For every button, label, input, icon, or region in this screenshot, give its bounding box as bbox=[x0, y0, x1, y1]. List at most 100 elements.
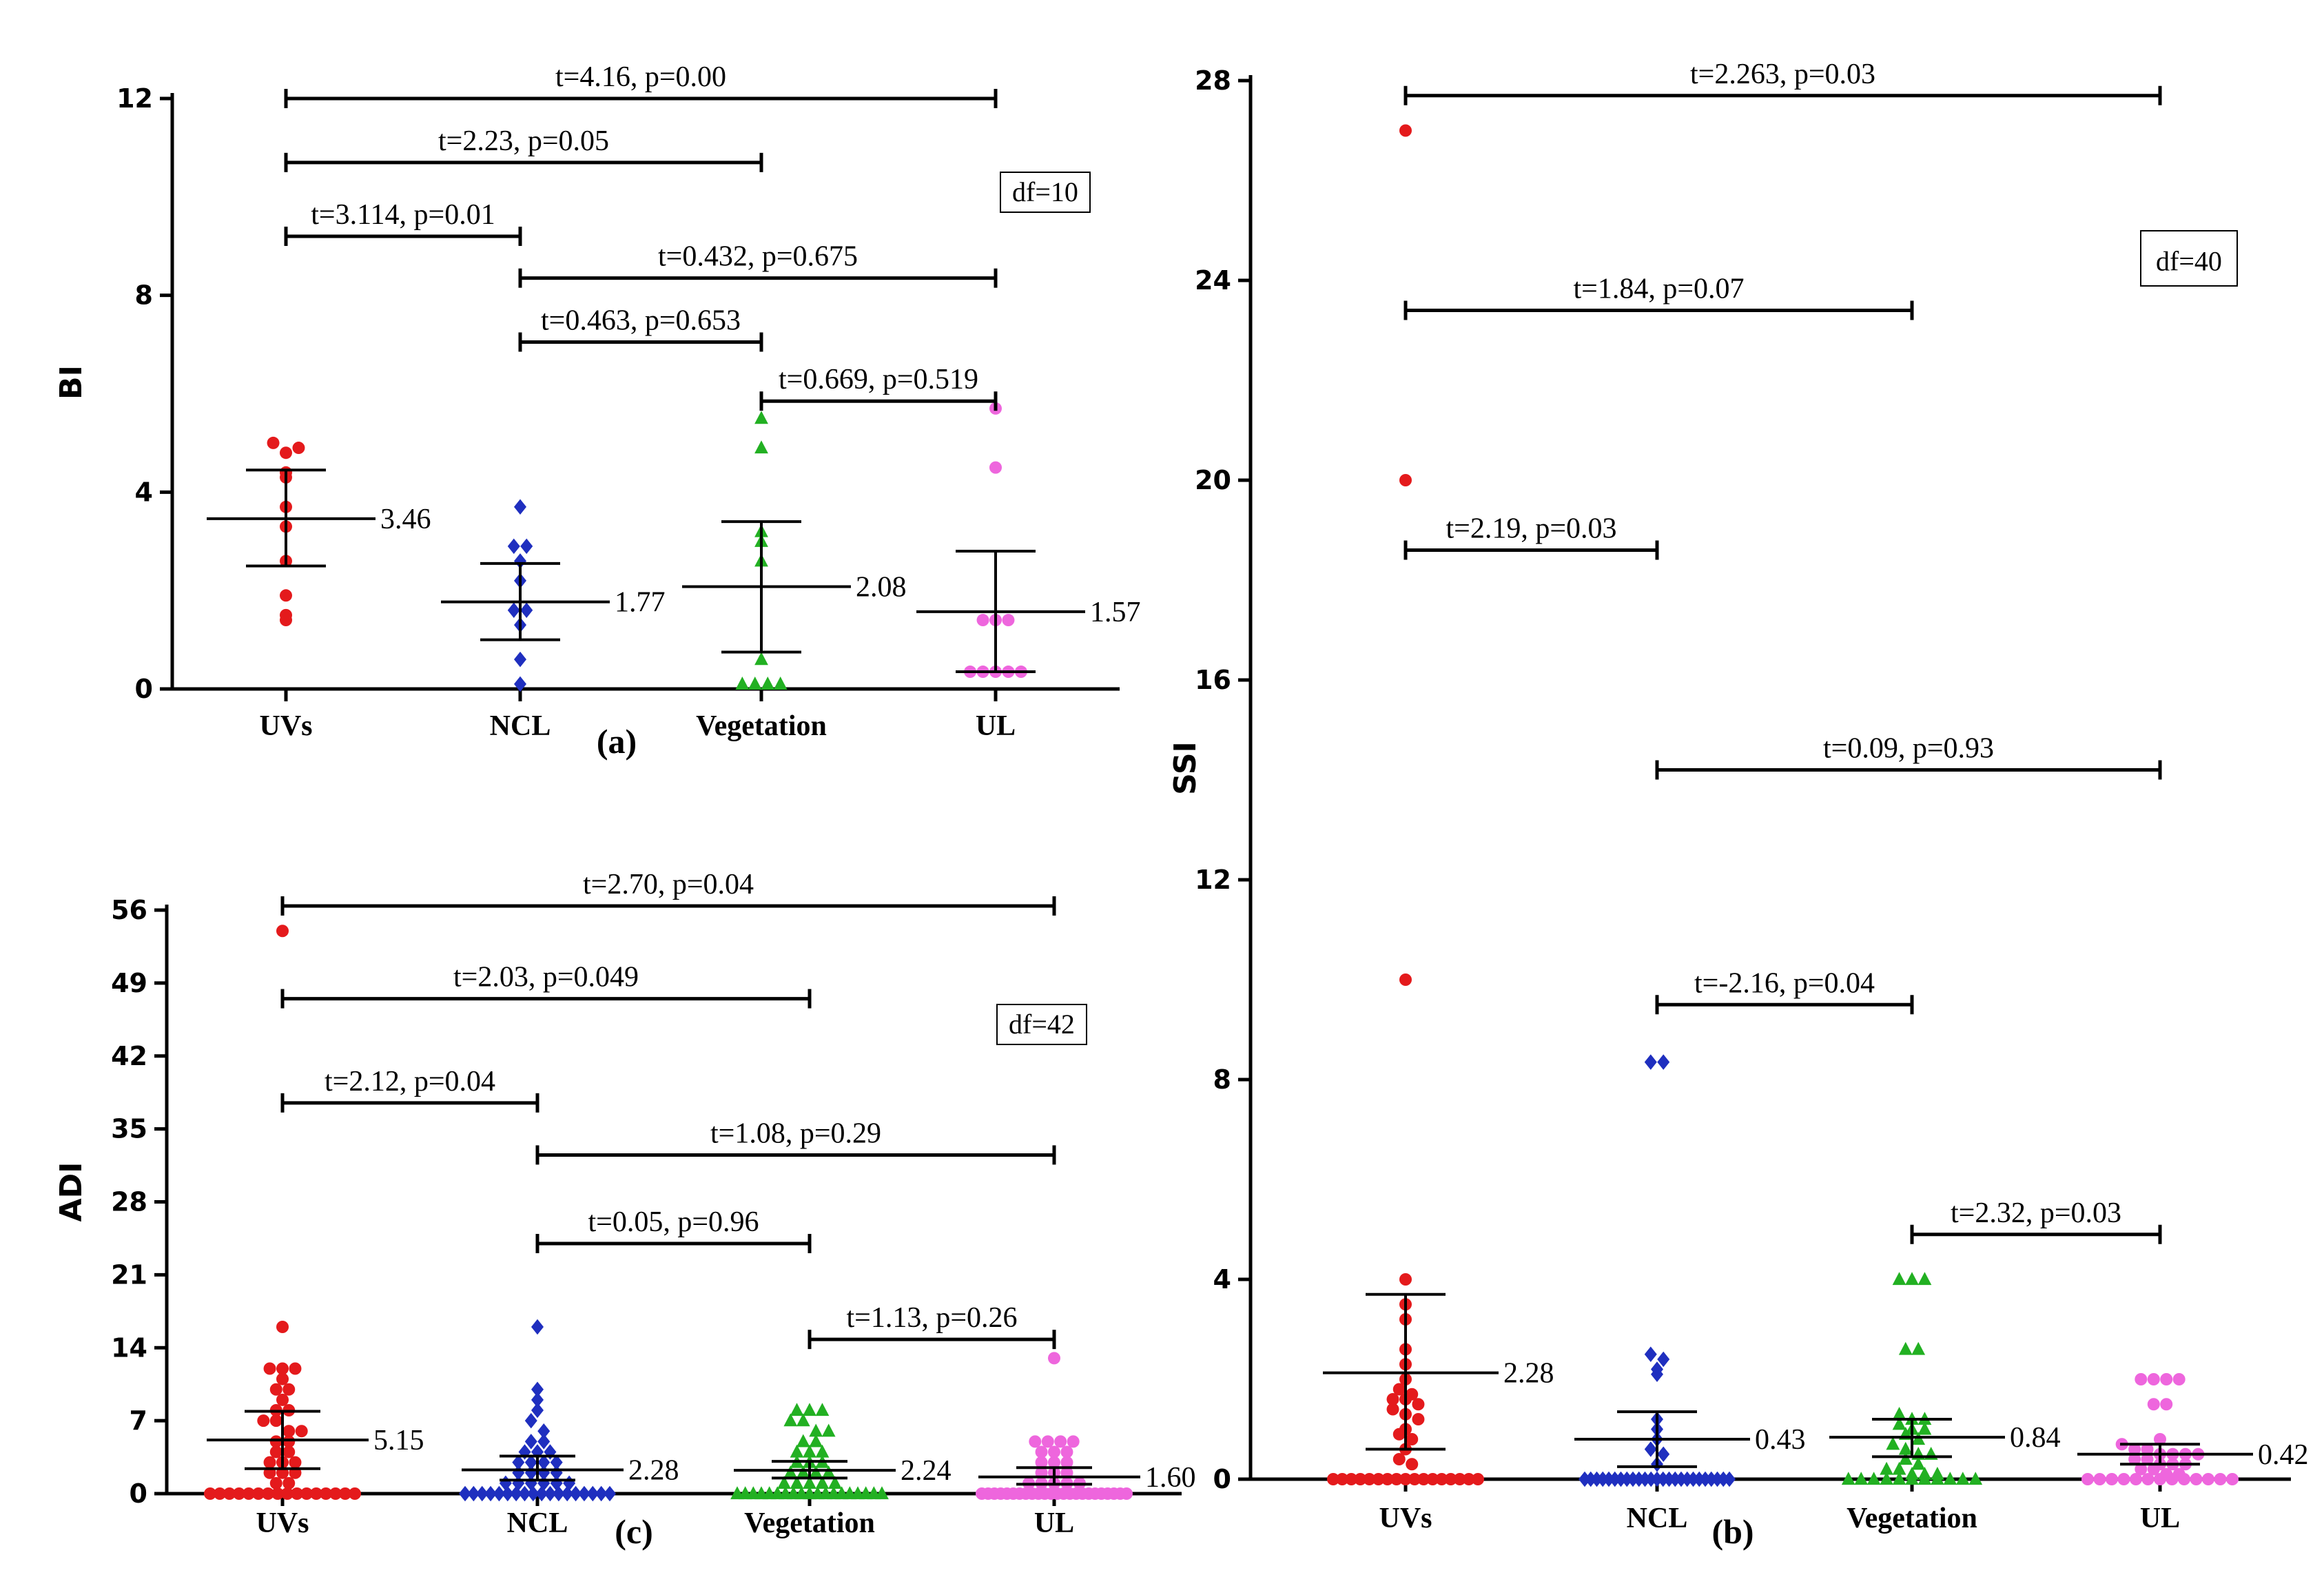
data-point bbox=[773, 677, 788, 690]
data-point bbox=[1892, 1472, 1906, 1485]
data-point bbox=[1392, 1453, 1406, 1465]
data-point bbox=[754, 411, 768, 424]
data-point bbox=[754, 652, 768, 666]
data-point bbox=[544, 1485, 557, 1502]
y-tick-label: 16 bbox=[1195, 665, 1231, 695]
data-point bbox=[282, 1445, 296, 1459]
data-point bbox=[790, 1403, 804, 1416]
x-tick-label: NCL bbox=[507, 1507, 568, 1539]
series-ncl bbox=[507, 499, 533, 692]
y-tick-label: 12 bbox=[116, 83, 153, 114]
data-point bbox=[282, 1435, 296, 1448]
x-tick-label: UL bbox=[976, 710, 1016, 742]
comparison-label: t=0.05, p=0.96 bbox=[588, 1206, 759, 1238]
data-point bbox=[524, 1454, 537, 1470]
comparison-label: t=2.03, p=0.049 bbox=[453, 962, 639, 993]
data-point bbox=[263, 1362, 276, 1375]
data-point bbox=[1931, 1472, 1944, 1485]
data-point bbox=[1372, 1473, 1385, 1485]
data-point bbox=[2081, 1473, 2094, 1485]
df-box bbox=[2140, 230, 2238, 287]
data-point bbox=[1392, 1383, 1406, 1396]
data-point bbox=[1354, 1473, 1367, 1485]
data-point bbox=[531, 1381, 544, 1397]
x-tick-label: Vegetation bbox=[1847, 1503, 1977, 1534]
series-uvs bbox=[1327, 124, 1484, 1485]
data-point bbox=[1905, 1472, 1919, 1485]
data-point bbox=[243, 1487, 255, 1500]
panel-a: 0 4 8 12 UVs NCL Vegetation UL BI (a) df=10 3.46 1.7… bbox=[54, 61, 1141, 761]
data-point bbox=[1381, 1473, 1394, 1485]
data-point bbox=[280, 589, 292, 602]
data-point bbox=[1905, 1272, 1919, 1286]
y-tick-label: 49 bbox=[111, 968, 147, 998]
data-point bbox=[1060, 1445, 1073, 1459]
data-point bbox=[262, 1487, 274, 1500]
data-point bbox=[1048, 1352, 1060, 1365]
comparison-label: t=1.08, p=0.29 bbox=[710, 1117, 881, 1149]
data-point bbox=[783, 1465, 798, 1478]
data-point bbox=[282, 1476, 296, 1490]
y-tick-label: 35 bbox=[111, 1114, 147, 1144]
data-point bbox=[989, 461, 1002, 474]
data-point bbox=[1435, 1473, 1448, 1485]
data-point bbox=[501, 1485, 514, 1502]
x-tick-label: UVs bbox=[1379, 1503, 1432, 1534]
data-point bbox=[875, 1486, 889, 1500]
data-point bbox=[1048, 1445, 1060, 1459]
panel-b: 0 4 8 12 16 20 24 28 UVs NCL Vegetation UL SSI (b) df=… bbox=[1168, 59, 2309, 1551]
data-point bbox=[2160, 1373, 2173, 1385]
comparison-label: t=1.13, p=0.26 bbox=[846, 1302, 1017, 1334]
y-axis-title: ADI bbox=[54, 1162, 89, 1222]
mean-label: 0.43 bbox=[1755, 1424, 1806, 1456]
data-point bbox=[815, 1403, 830, 1416]
data-point bbox=[1898, 1441, 1913, 1455]
data-point bbox=[510, 1485, 523, 1502]
data-point bbox=[2172, 1373, 2186, 1385]
y-tick-label: 20 bbox=[1195, 465, 1231, 495]
data-point bbox=[1035, 1456, 1048, 1469]
comparison-label: t=2.32, p=0.03 bbox=[1951, 1197, 2121, 1229]
df-label: df=42 bbox=[1009, 1009, 1075, 1040]
data-point bbox=[1399, 124, 1412, 137]
data-point bbox=[1880, 1461, 1893, 1475]
y-tick-label: 0 bbox=[1213, 1464, 1231, 1494]
data-point bbox=[815, 1444, 830, 1458]
data-point bbox=[2147, 1373, 2160, 1385]
data-point bbox=[1651, 1366, 1663, 1382]
data-point bbox=[1035, 1445, 1048, 1459]
data-point bbox=[339, 1487, 351, 1500]
comparison-label: t=1.84, p=0.07 bbox=[1573, 274, 1744, 305]
data-point bbox=[1327, 1473, 1339, 1485]
data-point bbox=[1644, 1054, 1657, 1070]
data-point bbox=[292, 442, 305, 455]
data-point bbox=[2117, 1473, 2130, 1485]
data-point bbox=[2128, 1443, 2141, 1456]
data-point bbox=[280, 614, 292, 627]
data-point bbox=[1386, 1403, 1399, 1416]
series-ncl bbox=[1579, 1054, 1736, 1487]
data-point bbox=[1048, 1456, 1060, 1469]
data-point bbox=[1644, 1346, 1657, 1362]
data-point bbox=[276, 1321, 289, 1333]
data-point bbox=[1867, 1472, 1881, 1485]
data-point bbox=[1955, 1472, 1970, 1485]
data-point bbox=[586, 1485, 599, 1502]
data-point bbox=[276, 1393, 289, 1406]
data-point bbox=[526, 1485, 539, 1502]
data-point bbox=[552, 1485, 565, 1502]
data-point bbox=[1054, 1435, 1067, 1448]
data-point bbox=[1417, 1473, 1430, 1485]
data-point bbox=[1892, 1416, 1906, 1430]
data-point bbox=[809, 1423, 823, 1437]
data-point bbox=[537, 1434, 551, 1450]
data-point bbox=[1399, 1273, 1412, 1286]
y-tick-label: 7 bbox=[130, 1405, 147, 1436]
data-point bbox=[796, 1413, 810, 1427]
data-point bbox=[2154, 1473, 2166, 1485]
data-point bbox=[329, 1487, 342, 1500]
data-point bbox=[803, 1476, 816, 1489]
series-vegetation bbox=[1841, 1272, 1983, 1485]
mean-label: 0.84 bbox=[2010, 1422, 2061, 1454]
